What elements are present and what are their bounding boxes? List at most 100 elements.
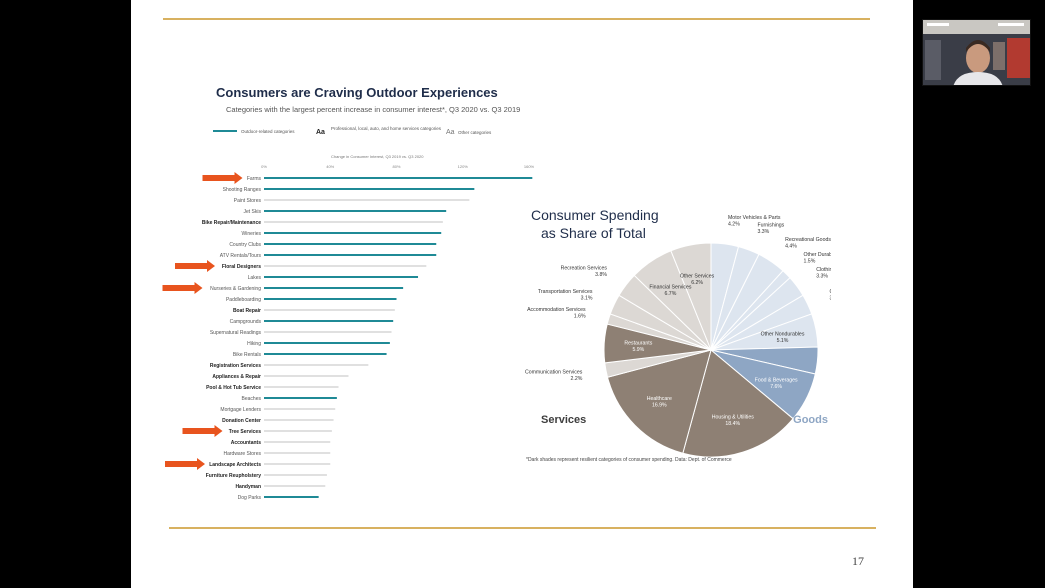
category-label: Handyman	[235, 484, 261, 490]
category-label: Shooting Ranges	[223, 187, 262, 193]
category-label: Lakes	[248, 275, 262, 281]
legend-outdoor-label: Outdoor-related categories	[241, 129, 295, 134]
highlight-arrow	[202, 172, 243, 184]
pie-slice-value: 4.4%	[785, 243, 797, 249]
pie-slice-value: 3.1%	[581, 296, 593, 302]
highlight-arrow	[162, 282, 203, 294]
pie-slice-value: 1.5%	[803, 259, 815, 265]
category-label: Registration Services	[210, 363, 261, 369]
pie-slice-label: Other Services	[680, 274, 715, 280]
pie-slice-value: 2.2%	[571, 376, 583, 382]
pie-slice-label: Accommodation Services	[527, 307, 586, 313]
pie-slice	[682, 349, 794, 458]
category-label: Dog Parks	[238, 495, 262, 501]
outdoor-experiences-chart: Consumers are Craving Outdoor Experience…	[161, 72, 591, 512]
highlight-arrow	[182, 425, 223, 437]
pie-slice-value: 4.2%	[728, 222, 740, 228]
category-label: Farms	[247, 176, 262, 182]
highlight-arrow	[175, 260, 215, 272]
pie-slice-value: 7.6%	[770, 384, 782, 390]
x-axis-caption: Change in Consumer Interest, Q3 2019 vs.…	[331, 154, 424, 159]
bar-chart-svg: Consumers are Craving Outdoor Experience…	[162, 85, 535, 501]
highlight-arrows	[162, 172, 243, 470]
pie-slice	[670, 242, 712, 351]
category-labels: Farms Shooting Ranges Paint Stores Jet Skis…	[202, 176, 262, 501]
category-label: ATV Rentals/Tours	[220, 253, 262, 259]
pie-slice-value: 3.8%	[595, 272, 607, 278]
pie-chart-svg: Consumer Spending as Share of Total Moto…	[525, 207, 831, 463]
pie-slice-label: Housing & Utilities	[712, 414, 754, 420]
pie-slice-value: 3.3%	[757, 229, 769, 235]
category-label: Supernatural Readings	[210, 330, 262, 336]
highlight-arrow	[165, 458, 205, 470]
category-label: Donation Center	[222, 418, 261, 424]
slide-page-number: 17	[852, 554, 864, 568]
category-label: Bike Repair/Maintenance	[202, 220, 261, 226]
bottom-gold-rule	[169, 527, 876, 529]
category-label: Country Clubs	[229, 242, 261, 248]
top-gold-rule	[163, 18, 870, 20]
category-label: Appliances & Repair	[212, 374, 261, 380]
bar-chart-title: Consumers are Craving Outdoor Experience…	[216, 85, 498, 100]
pie-slice-label: Restaurants	[624, 340, 652, 346]
pie-slice-label: Recreation Services	[561, 265, 608, 271]
pie-slice-label: Financial Services	[649, 285, 691, 291]
category-label: Mortgage Lenders	[220, 407, 261, 413]
category-label: Beaches	[242, 396, 262, 402]
pie-slice-value: 16.9%	[652, 403, 667, 409]
category-label: Campgrounds	[230, 319, 262, 325]
x-tick-label: 40%	[326, 164, 334, 169]
pie-footnote: *Dark shades represent resilient categor…	[526, 457, 732, 463]
x-tick-label: 120%	[458, 164, 469, 169]
category-label: Accountants	[231, 440, 262, 446]
pie-slice-label: Healthcare	[647, 396, 672, 402]
bar-series	[264, 177, 533, 498]
category-label: Bike Rentals	[233, 352, 262, 358]
legend-services-marker: Aa	[316, 129, 325, 136]
pie-title-line-2: as Share of Total	[541, 225, 646, 241]
pie-slice-label: Food & Beverages	[755, 377, 798, 383]
pie-slice-label: Gasoline	[830, 289, 831, 295]
category-label: Jet Skis	[243, 209, 261, 215]
legend-other-label: Other categories	[458, 130, 492, 135]
category-label: Hiking	[247, 341, 261, 347]
pie-slice-label: Other Durables	[803, 252, 831, 258]
x-axis-ticks: 0% 40% 80% 120% 160%	[261, 164, 534, 169]
pie-slice-label: Furnishings	[757, 223, 784, 229]
pie-slice-label: Transportation Services	[538, 289, 593, 295]
pie-slice	[606, 349, 712, 454]
pie-slice-label: Communication Services	[525, 370, 583, 376]
category-label: Landscape Architects	[209, 462, 261, 468]
pie-slice-value: 3.3%	[816, 273, 828, 279]
category-label: Furniture Reupholstery	[206, 473, 262, 479]
pie-slice-label: Recreational Goods	[785, 237, 831, 243]
category-label: Paint Stores	[234, 198, 262, 204]
goods-group-label: Goods	[793, 414, 828, 426]
category-label: Boat Repair	[233, 308, 261, 314]
x-tick-label: 80%	[392, 164, 400, 169]
pie-slice-label: Other Nondurables	[761, 332, 805, 338]
pie-slice-value: 5.9%	[632, 347, 644, 353]
pie-slice-value: 18.4%	[725, 421, 740, 427]
category-label: Hardware Stores	[223, 451, 261, 457]
category-label: Tree Services	[229, 429, 261, 435]
pie-slice-label: Motor Vehicles & Parts	[728, 215, 781, 221]
category-label: Pool & Hot Tub Service	[206, 385, 261, 391]
pie-title-line-1: Consumer Spending	[531, 207, 659, 223]
presenter-video-thumbnail[interactable]	[922, 19, 1031, 86]
services-group-label: Services	[541, 414, 586, 426]
category-label: Wineries	[242, 231, 262, 237]
pie-slice-value: 6.7%	[664, 291, 676, 297]
x-tick-label: 160%	[524, 164, 535, 169]
presenter-video-frame	[923, 20, 1030, 85]
bar-chart-subtitle: Categories with the largest percent incr…	[226, 105, 520, 114]
category-label: Paddleboarding	[226, 297, 261, 303]
pie-slice-value: 5.1%	[777, 338, 789, 344]
category-label: Floral Designers	[222, 264, 261, 270]
pie-slice-value: 3.1%	[830, 296, 831, 302]
pie-slice-value: 1.6%	[574, 313, 586, 319]
category-label: Nurseries & Gardening	[210, 286, 261, 292]
legend-other-marker: Aa	[446, 129, 455, 136]
x-tick-label: 0%	[261, 164, 267, 169]
